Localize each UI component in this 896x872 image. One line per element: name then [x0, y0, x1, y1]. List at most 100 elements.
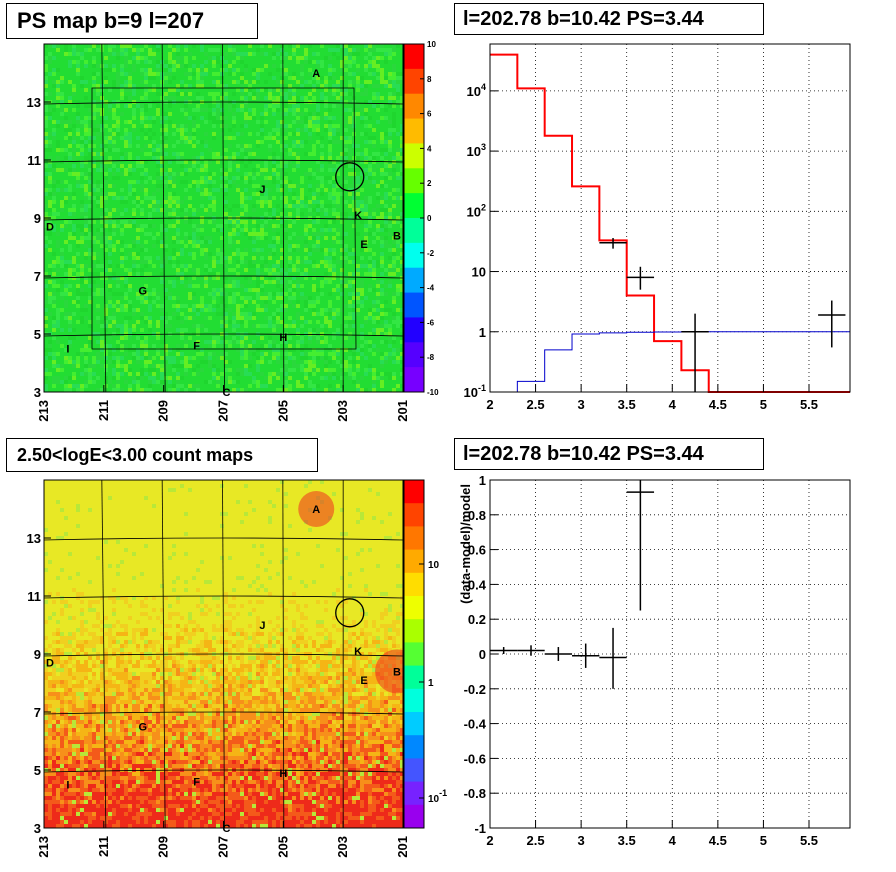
map-grid-meridian: [101, 43, 107, 393]
signal-histogram: [490, 331, 850, 393]
map-grid-parallel: [43, 537, 404, 541]
y-tick-label: 9: [34, 647, 41, 662]
colorbar-label: -6: [427, 318, 435, 327]
map-grid-parallel: [43, 101, 404, 105]
x-tick-label: 207: [216, 836, 231, 858]
colorbar-band: [404, 93, 424, 120]
colorbar-band: [404, 118, 424, 144]
y-axis-title: (data-model)/model: [458, 484, 473, 604]
colorbar-band: [404, 68, 424, 95]
y-tick-label: 1: [479, 325, 486, 340]
x-tick-label: 4: [669, 397, 677, 412]
map-grid-parallel: [43, 711, 404, 715]
colorbar-band: [404, 292, 424, 318]
y-tick-label: 0.2: [468, 612, 486, 627]
source-label: J: [259, 184, 265, 196]
x-tick-label: 207: [216, 400, 231, 422]
map-grid-parallel: [43, 595, 404, 599]
y-tick-label: -0.6: [464, 751, 486, 766]
colorbar-frame: [403, 479, 425, 829]
x-tick-label: 4: [669, 833, 677, 848]
colorbar-band: [404, 44, 424, 70]
residual-title: l=202.78 b=10.42 PS=3.44: [454, 438, 764, 470]
colorbar-band: [404, 781, 424, 806]
colorbar-label: -2: [427, 249, 435, 258]
source-label: B: [393, 666, 401, 678]
source-label: G: [138, 722, 147, 734]
colorbar-band: [404, 267, 424, 294]
colorbar-frame: [403, 43, 425, 393]
y-tick-label: 0.4: [468, 577, 487, 592]
y-tick-label: 5: [34, 763, 41, 778]
y-tick-label: 11: [27, 153, 41, 168]
source-label: F: [193, 341, 200, 353]
count-map-chart: A J K D E B G H F I C 213 211 209 207 205 203 201 13 11 9 7 5 3…: [27, 479, 447, 858]
x-tick-label: 213: [36, 400, 51, 422]
y-tick-label: 3: [34, 821, 41, 836]
y-tick-label: 13: [27, 95, 41, 110]
y-tick-label: 104: [467, 82, 486, 99]
colorbar-band: [404, 367, 424, 393]
map-grid-parallel: [43, 653, 404, 657]
x-tick-label: 209: [156, 400, 171, 422]
colorbar-band: [404, 642, 424, 667]
colorbar-band: [404, 317, 424, 343]
x-tick-label: 203: [335, 836, 350, 858]
source-label: D: [46, 658, 54, 670]
source-label: E: [360, 239, 367, 251]
source-label: H: [279, 768, 287, 780]
y-tick-label: 103: [467, 142, 486, 159]
colorbar-label: 10: [427, 40, 436, 49]
y-tick-label: 11: [27, 589, 41, 604]
map-grid-parallel: [43, 217, 404, 221]
y-tick-label: 13: [27, 531, 41, 546]
map-grid-meridian: [101, 479, 107, 829]
y-tick-label: 0: [479, 647, 486, 662]
y-tick-label: 3: [34, 385, 41, 400]
source-label: A: [312, 504, 320, 516]
x-tick-label: 2: [486, 397, 493, 412]
y-tick-label: 0.6: [468, 543, 486, 558]
y-tick-label: 10-1: [464, 383, 486, 400]
y-tick-label: 1: [479, 473, 486, 488]
y-tick-label: -1: [474, 821, 486, 836]
source-label: K: [354, 646, 362, 658]
x-tick-label: 5: [760, 397, 767, 412]
colorbar-band: [404, 242, 424, 269]
roi-boundary: [91, 87, 357, 350]
y-tick-label: 102: [467, 202, 486, 219]
source-label: J: [259, 620, 265, 632]
colorbar-label: 2: [427, 179, 432, 188]
colorbar-band: [404, 735, 424, 759]
source-label: K: [354, 210, 362, 222]
spectrum-title: l=202.78 b=10.42 PS=3.44: [454, 3, 764, 35]
x-tick-label: 2: [486, 833, 493, 848]
x-tick-label: 3.5: [618, 397, 636, 412]
source-label: G: [138, 286, 147, 298]
y-tick-label: -0.4: [464, 717, 487, 732]
colorbar-label: -8: [427, 353, 435, 362]
y-tick-label: 7: [34, 269, 41, 284]
y-tick-label: 10: [472, 265, 486, 280]
y-tick-label: -0.2: [464, 682, 486, 697]
source-label: C: [223, 387, 231, 399]
x-tick-label: 2.5: [527, 397, 545, 412]
ps-map-title: PS map b=9 l=207: [6, 3, 258, 39]
source-label: E: [360, 675, 367, 687]
colorbar-band: [404, 804, 424, 829]
x-tick-label: 201: [395, 400, 410, 422]
x-tick-label: 4.5: [709, 397, 727, 412]
y-tick-label: 5: [34, 327, 41, 342]
source-label: F: [193, 777, 200, 789]
y-tick-label: 0.8: [468, 508, 486, 523]
colorbar-label: 10: [428, 560, 440, 571]
source-label: B: [393, 230, 401, 242]
colorbar-band: [404, 688, 424, 713]
colorbar-band: [404, 549, 424, 574]
x-tick-label: 211: [96, 400, 111, 421]
colorbar-band: [404, 342, 424, 368]
x-tick-label: 209: [156, 836, 171, 858]
source-label: C: [223, 823, 231, 835]
y-tick-label: 9: [34, 211, 41, 226]
